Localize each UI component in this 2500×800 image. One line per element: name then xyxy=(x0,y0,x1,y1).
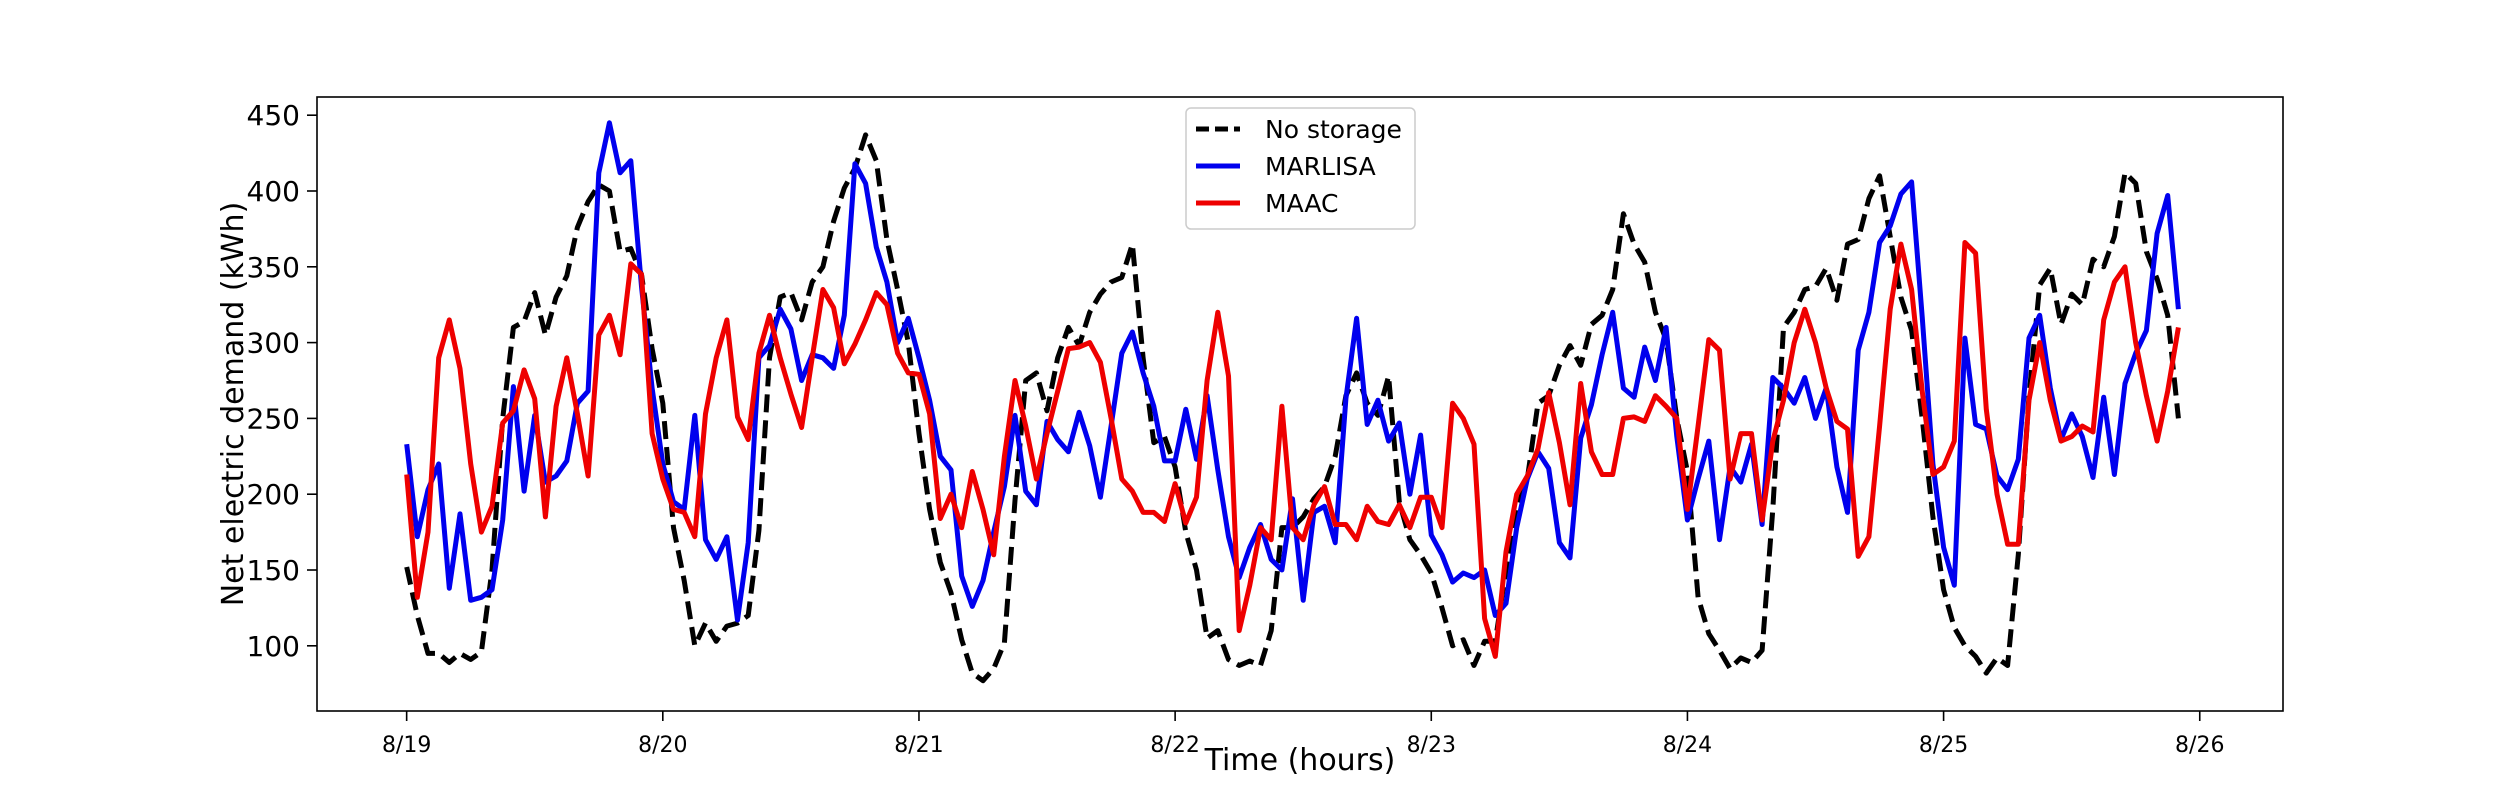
y-tick-label: 450 xyxy=(247,99,300,132)
y-axis: 100 150 200 250 300 350 400 450 xyxy=(247,99,317,663)
y-tick-label: 250 xyxy=(247,402,300,435)
series-line-maac xyxy=(404,240,2181,659)
legend-label: No storage xyxy=(1265,115,1402,144)
y-tick-label: 400 xyxy=(247,175,300,208)
x-axis: 8/19 8/20 8/21 8/22 8/23 8/24 8/25 8/26 xyxy=(382,711,2224,758)
y-axis-title: Net electric demand (kWh) xyxy=(216,202,251,607)
x-tick-label: 8/24 xyxy=(1663,733,1712,758)
series-line-no-storage xyxy=(404,132,2181,684)
x-tick-label: 8/21 xyxy=(894,733,943,758)
x-tick-label: 8/22 xyxy=(1150,733,1199,758)
x-tick-label: 8/20 xyxy=(638,733,687,758)
x-axis-title: Time (hours) xyxy=(1204,743,1396,778)
legend-frame xyxy=(1185,107,1416,230)
series-layer xyxy=(404,120,2181,684)
y-tick-label: 150 xyxy=(247,554,300,587)
y-tick-label: 350 xyxy=(247,251,300,284)
y-tick-label: 100 xyxy=(247,630,300,663)
legend-label: MAAC xyxy=(1265,189,1339,218)
series-line-marlisa xyxy=(404,120,2181,623)
x-tick-label: 8/23 xyxy=(1407,733,1456,758)
x-tick-label: 8/26 xyxy=(2175,733,2224,758)
y-tick-label: 200 xyxy=(247,478,300,511)
plot-frame xyxy=(316,96,2284,712)
legend-label: MARLISA xyxy=(1265,152,1376,181)
x-tick-label: 8/25 xyxy=(1919,733,1968,758)
y-tick-label: 300 xyxy=(247,327,300,360)
x-tick-label: 8/19 xyxy=(382,733,431,758)
legend: No storage MARLISA MAAC xyxy=(1185,107,1416,230)
